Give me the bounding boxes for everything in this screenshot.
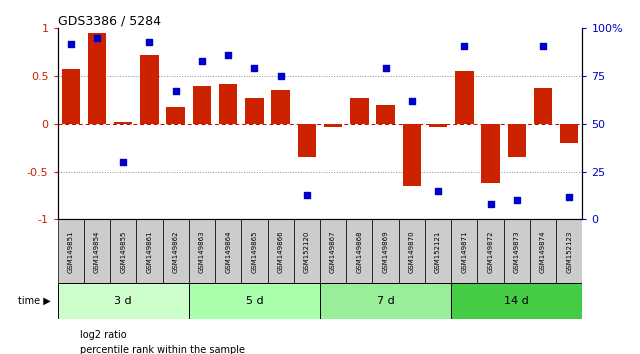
Bar [61,69,80,124]
Text: GSM152120: GSM152120 [304,230,310,273]
Bar [455,71,474,124]
Bar [372,219,399,283]
Point [564,194,575,199]
Bar [136,219,163,283]
Point [223,52,234,58]
Text: GSM149869: GSM149869 [383,230,388,273]
Text: GSM149873: GSM149873 [514,230,520,273]
Bar [346,219,372,283]
Bar [271,91,290,124]
Bar [189,219,215,283]
Text: 7 d: 7 d [377,296,394,306]
Bar [320,219,346,283]
Text: GSM149872: GSM149872 [488,230,493,273]
Point [538,43,548,48]
Text: percentile rank within the sample: percentile rank within the sample [80,346,245,354]
Point [249,65,260,71]
Text: GSM149861: GSM149861 [147,230,152,273]
Text: 3 d: 3 d [115,296,132,306]
Point [407,98,417,104]
Text: GSM149866: GSM149866 [278,230,284,273]
Text: 14 d: 14 d [504,296,529,306]
Text: GSM149870: GSM149870 [409,230,415,273]
Bar [84,219,110,283]
Bar [350,98,369,124]
Bar [166,107,185,124]
Bar [114,122,132,124]
Bar [268,219,294,283]
Bar [245,98,264,124]
Bar [298,124,316,157]
Text: GSM149854: GSM149854 [94,230,100,273]
Text: GSM149864: GSM149864 [225,230,231,273]
Text: GSM149868: GSM149868 [356,230,362,273]
Text: log2 ratio: log2 ratio [80,330,127,339]
Bar [560,124,579,143]
Point [485,201,495,207]
Text: 5 d: 5 d [246,296,263,306]
Text: GSM149871: GSM149871 [461,230,467,273]
Bar [530,219,556,283]
Text: GSM149851: GSM149851 [68,230,74,273]
Bar [477,219,504,283]
Bar [58,219,84,283]
Bar [376,105,395,124]
Text: time ▶: time ▶ [19,296,51,306]
Bar [403,124,421,186]
Point [118,159,128,165]
Bar [163,219,189,283]
Bar [219,84,237,124]
Bar [241,219,268,283]
Bar [481,124,500,183]
Point [92,35,102,41]
Bar [399,219,425,283]
Bar [425,219,451,283]
Text: GSM152123: GSM152123 [566,230,572,273]
Bar [534,87,552,124]
Point [380,65,390,71]
Point [170,88,181,94]
Bar [140,55,159,124]
Text: GSM149874: GSM149874 [540,230,546,273]
Bar [215,219,241,283]
Text: GSM149867: GSM149867 [330,230,336,273]
Bar [556,219,582,283]
Point [197,58,207,64]
Point [433,188,443,194]
Text: GSM149863: GSM149863 [199,230,205,273]
Bar [429,124,447,127]
Text: GDS3386 / 5284: GDS3386 / 5284 [58,14,161,27]
Bar [324,124,342,127]
Point [512,198,522,203]
Bar [189,283,320,319]
Bar [320,283,451,319]
Point [459,43,469,48]
Bar [451,283,582,319]
Bar [58,283,189,319]
Bar [88,33,106,124]
Text: GSM149865: GSM149865 [252,230,257,273]
Bar [508,124,526,157]
Bar [504,219,530,283]
Bar [193,86,211,124]
Text: GSM149855: GSM149855 [120,230,126,273]
Bar [110,219,136,283]
Point [275,73,285,79]
Text: GSM152121: GSM152121 [435,230,441,273]
Point [302,192,312,198]
Bar [451,219,477,283]
Point [66,41,76,46]
Text: GSM149862: GSM149862 [173,230,179,273]
Point [145,39,155,45]
Bar [294,219,320,283]
